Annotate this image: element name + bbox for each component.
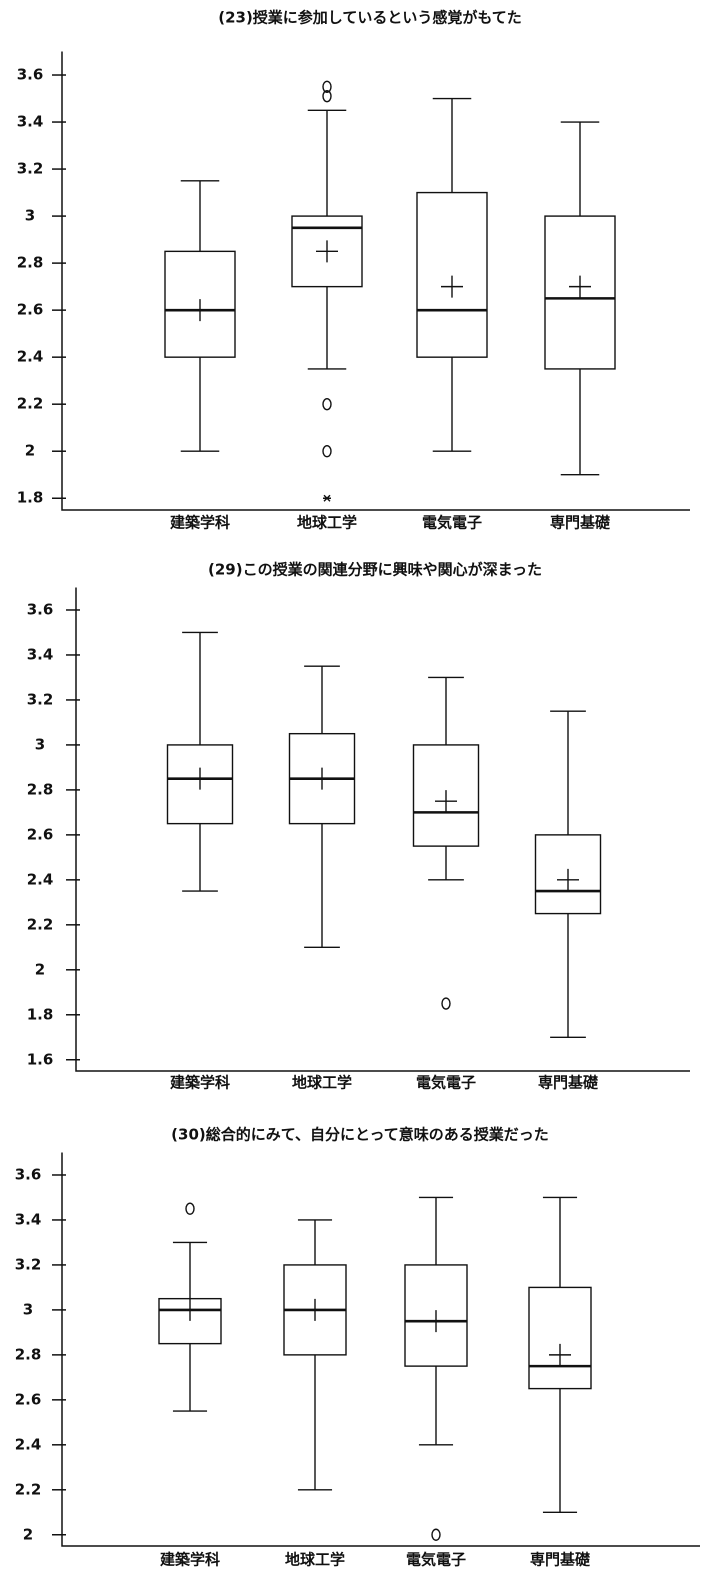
y-tick-label: 3.2 (15, 1255, 42, 1273)
extreme (323, 494, 331, 502)
box (166, 744, 234, 825)
y-tick-label: 1.8 (17, 489, 44, 507)
y-tick-label: 3.6 (27, 600, 54, 618)
x-tick-label: 電気電子 (422, 514, 482, 532)
box (412, 744, 480, 847)
box (164, 250, 236, 358)
axes (61, 51, 690, 511)
x-tick-label: 電気電子 (416, 1074, 476, 1092)
y-tick-label: 3.4 (15, 1210, 42, 1228)
y-tick-label: 3 (25, 207, 35, 225)
box (534, 834, 602, 915)
y-tick-label: 1.8 (27, 1005, 54, 1023)
y-tick-label: 3.6 (15, 1165, 42, 1183)
y-tick-label: 2.8 (17, 254, 44, 272)
y-tick-label: 2 (35, 960, 45, 978)
y-tick-label: 2 (23, 1525, 33, 1543)
x-tick-label: 地球工学 (292, 1074, 352, 1092)
y-tick-label: 3.6 (17, 66, 44, 84)
y-tick-label: 1.6 (27, 1050, 54, 1068)
outlier (322, 89, 332, 103)
x-tick-label: 専門基礎 (530, 1551, 591, 1569)
x-tick-label: 地球工学 (285, 1551, 345, 1569)
mean (304, 1298, 326, 1321)
y-tick-label: 2.8 (15, 1345, 42, 1363)
outlier (322, 397, 332, 411)
y-tick-label: 3.2 (27, 690, 54, 708)
mean (425, 1310, 447, 1333)
mean (189, 299, 211, 322)
y-tick-label: 3.2 (17, 160, 44, 178)
x-tick-label: 専門基礎 (538, 1074, 599, 1092)
y-tick-label: 2.4 (17, 348, 44, 366)
axes (75, 587, 690, 1072)
box (291, 215, 363, 288)
y-tick-label: 3.4 (27, 645, 54, 663)
y-tick-label: 2.6 (27, 825, 54, 843)
mean (311, 767, 333, 790)
x-tick-label: 地球工学 (297, 514, 357, 532)
axes (61, 1152, 700, 1547)
outlier (441, 997, 451, 1010)
outlier (431, 1528, 441, 1541)
outlier (185, 1202, 195, 1215)
chart-title: (30)総合的にみて、自分にとって意味のある授業だった (171, 1126, 549, 1144)
box (404, 1264, 468, 1367)
y-tick-label: 3.4 (17, 113, 44, 131)
y-tick-label: 2.6 (17, 301, 44, 319)
y-tick-label: 3 (35, 735, 45, 753)
mean (549, 1343, 571, 1366)
mean (316, 240, 338, 263)
chart-title: (29)この授業の関連分野に興味や関心が深まった (208, 561, 542, 579)
x-tick-label: 電気電子 (406, 1551, 466, 1569)
outlier (322, 80, 332, 93)
y-tick-label: 2 (25, 442, 35, 460)
x-tick-label: 建築学科 (160, 1551, 220, 1569)
mean (179, 1298, 201, 1321)
y-tick-label: 2.2 (15, 1480, 42, 1498)
y-tick-label: 2.2 (27, 915, 54, 933)
outlier (322, 445, 332, 458)
y-tick-label: 2.8 (27, 780, 54, 798)
box (528, 1286, 592, 1390)
mean (435, 790, 457, 813)
y-tick-label: 3 (23, 1300, 33, 1318)
y-tick-label: 2.4 (27, 870, 54, 888)
box (158, 1297, 222, 1345)
mean (441, 275, 463, 298)
mean (557, 868, 579, 891)
y-tick-label: 2.2 (17, 395, 44, 413)
y-tick-label: 2.4 (15, 1435, 42, 1453)
x-tick-label: 建築学科 (170, 1074, 230, 1092)
chart-title: (23)授業に参加しているという感覚がもてた (218, 9, 522, 27)
mean (569, 275, 591, 298)
box (544, 215, 616, 370)
x-tick-label: 建築学科 (170, 514, 230, 532)
box (416, 191, 488, 358)
y-tick-label: 2.6 (15, 1390, 42, 1408)
mean (189, 767, 211, 790)
x-tick-label: 専門基礎 (550, 514, 611, 532)
